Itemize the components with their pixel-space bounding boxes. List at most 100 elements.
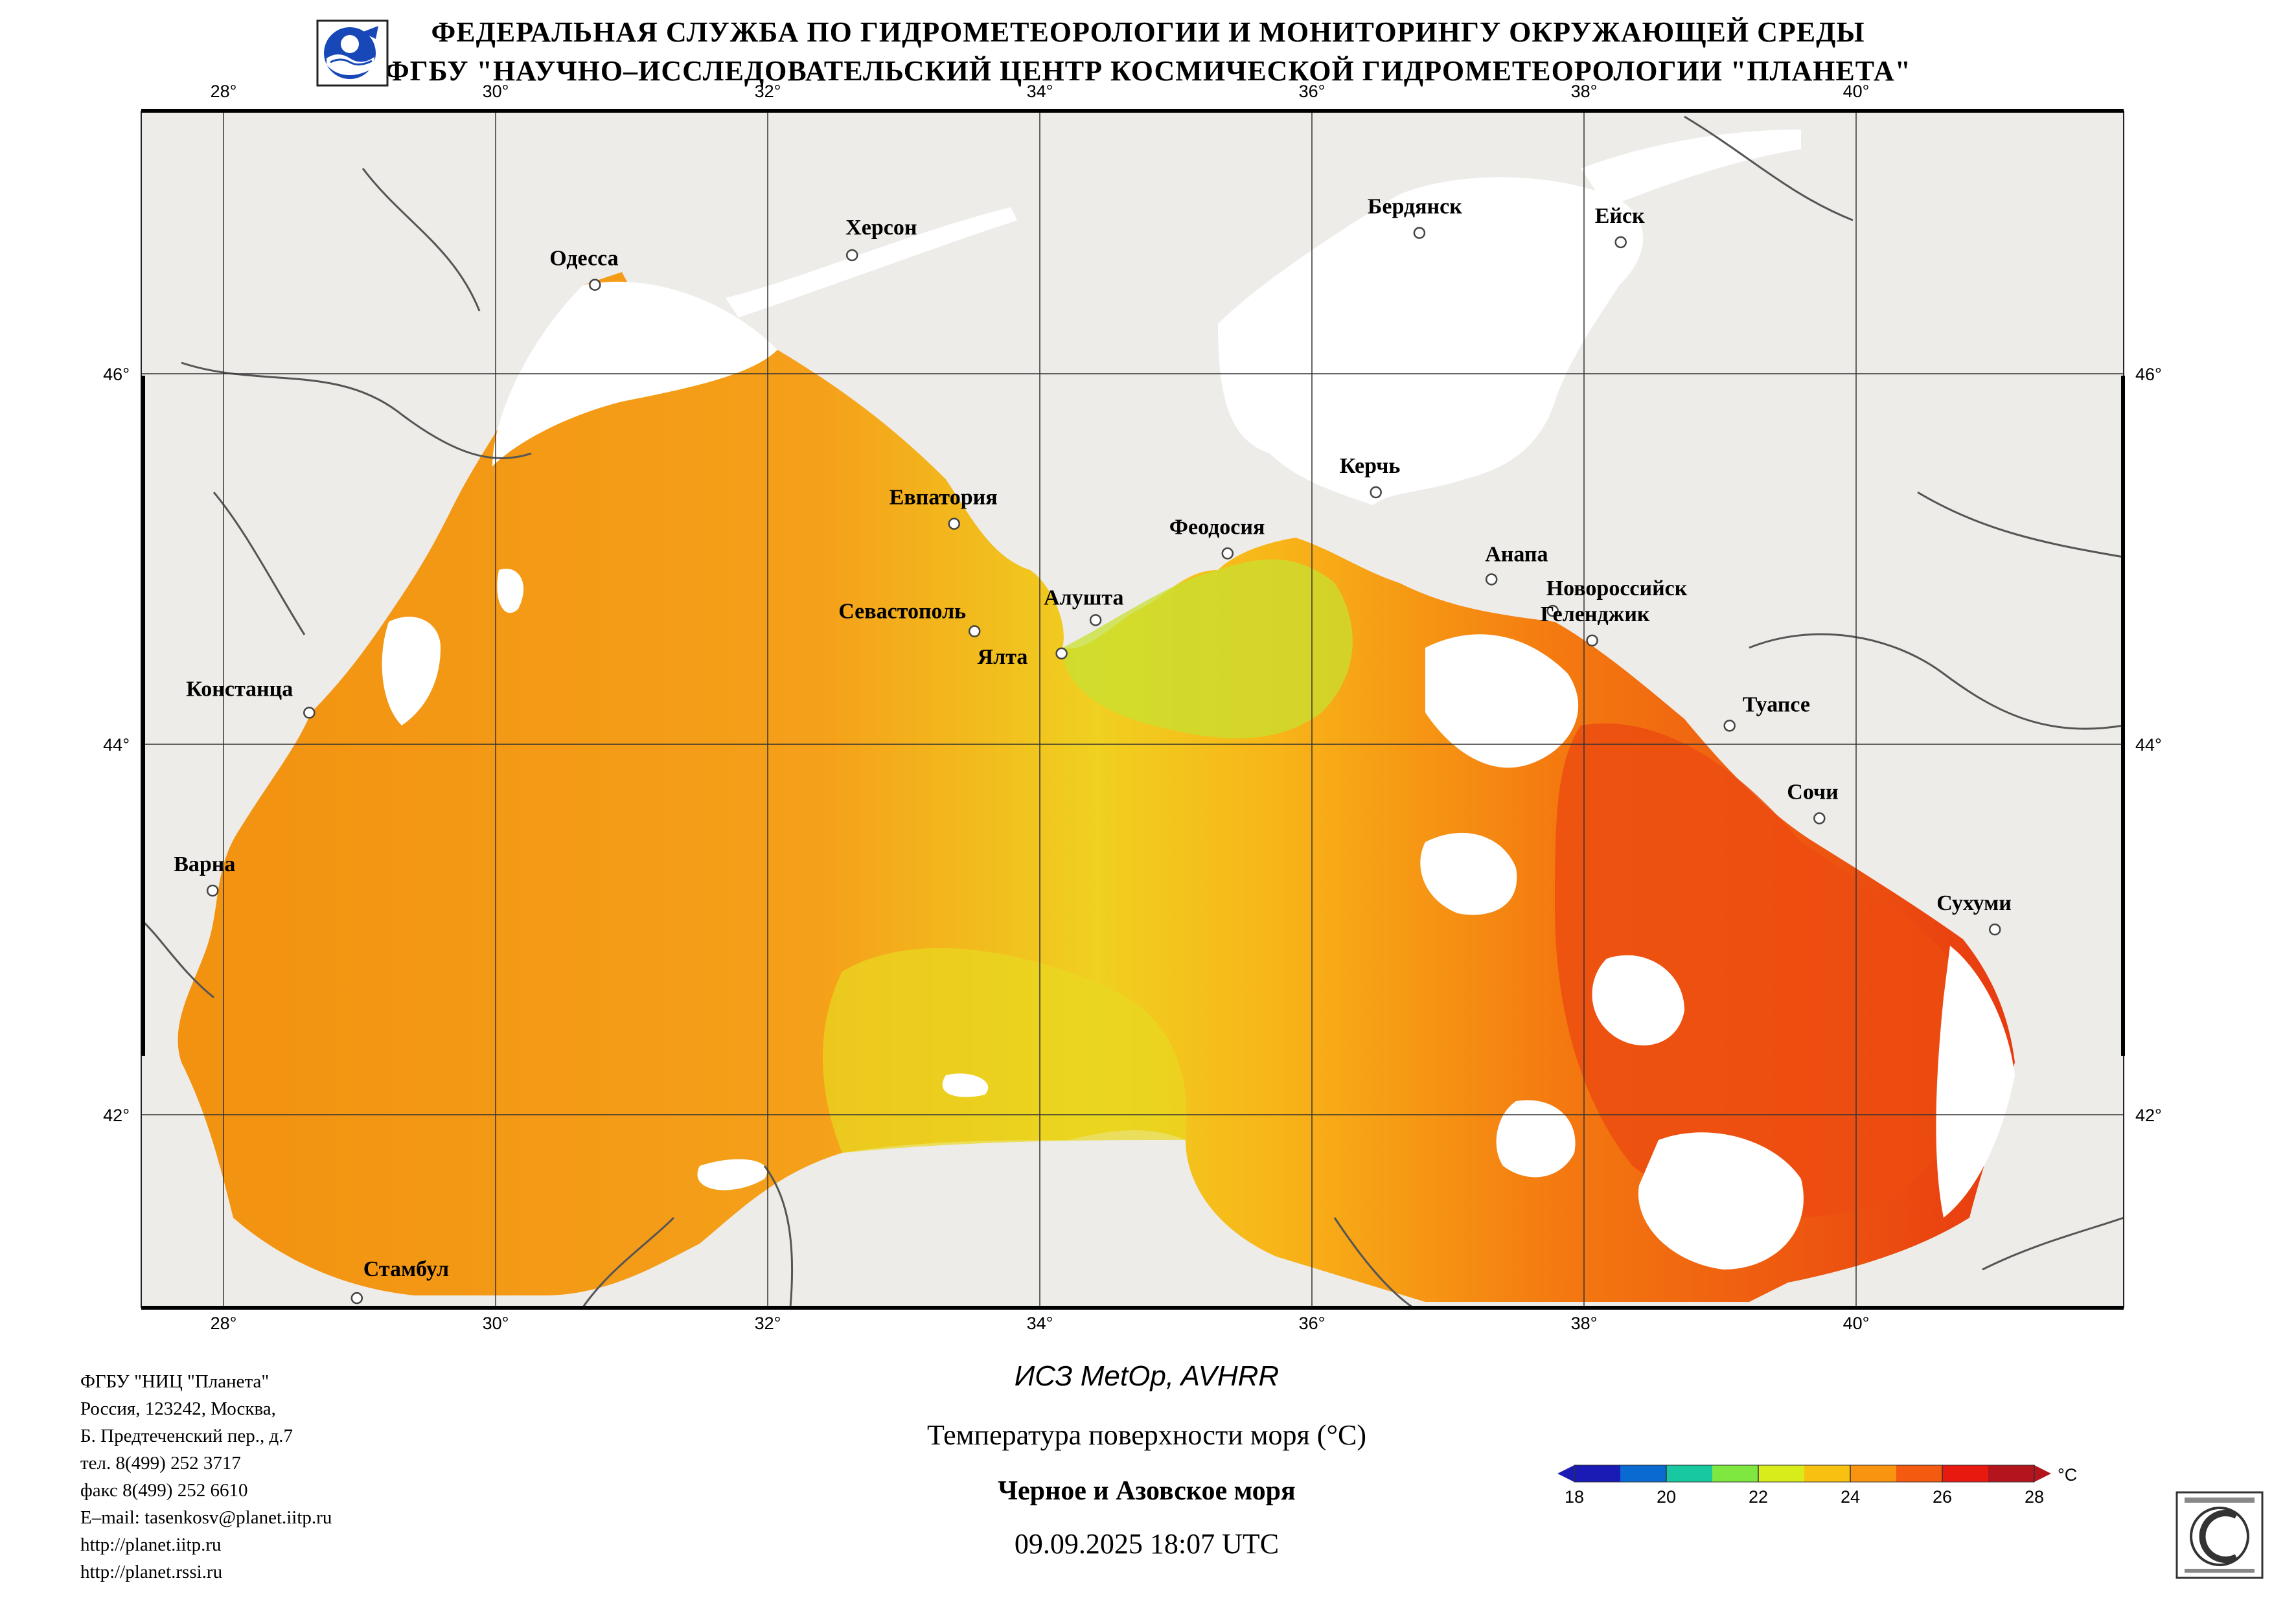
header-title-line1: ФЕДЕРАЛЬНАЯ СЛУЖБА ПО ГИДРОМЕТЕОРОЛОГИИ … xyxy=(431,16,1865,48)
contact-phone: тел. 8(499) 252 3717 xyxy=(80,1453,241,1474)
city-label: Феодосия xyxy=(1169,515,1265,539)
city-markers: Одесса Херсон Бердянск Ейск Евпатория Керчь Фе… xyxy=(174,195,2012,1305)
map-area xyxy=(141,111,2124,1307)
lon-tick-label: 32° xyxy=(755,82,781,101)
dnieper-estuary xyxy=(726,207,1017,317)
contact-email[interactable]: E–mail: tasenkosv@planet.iitp.ru xyxy=(80,1507,332,1528)
lon-tick-label: 32° xyxy=(755,1314,781,1333)
city-marker xyxy=(1546,604,1559,617)
lon-tick-label: 28° xyxy=(211,82,237,101)
city-label: Алушта xyxy=(1044,586,1123,610)
colorbar-segment xyxy=(1758,1465,1805,1482)
taganrog-bay xyxy=(1581,130,1801,207)
map-frame-right-bar xyxy=(2121,376,2125,1056)
city-label: Керчь xyxy=(1340,454,1401,478)
colorbar-max-arrow xyxy=(2034,1465,2051,1482)
colorbar-segment xyxy=(1988,1465,2035,1482)
colorbar-tick-label: 28 xyxy=(2025,1487,2044,1507)
city-label: Ейск xyxy=(1595,204,1645,228)
contact-fax: факс 8(499) 252 6610 xyxy=(80,1480,248,1501)
satellite-instrument: ИСЗ MetOp, AVHRR xyxy=(1014,1360,1280,1392)
borders xyxy=(141,115,2124,1307)
colorbar: 18 20 22 24 26 28 °C xyxy=(1557,1465,2077,1507)
city-label: Варна xyxy=(174,852,235,876)
city-label: Туапсе xyxy=(1743,692,1810,716)
lon-tick-label: 34° xyxy=(1027,1314,1053,1333)
lon-tick-label: 30° xyxy=(483,1314,509,1333)
colorbar-segment xyxy=(1896,1465,1943,1482)
lat-tick-label: 42° xyxy=(2135,1106,2162,1125)
city-label: Новороссийск xyxy=(1546,576,1688,600)
parameter-title: Температура поверхности моря (°C) xyxy=(926,1419,1367,1451)
colorbar-segment xyxy=(1942,1465,1989,1482)
map-frame-top xyxy=(141,109,2124,113)
city-label: Стамбул xyxy=(363,1257,449,1281)
sea-of-azov xyxy=(1218,177,1644,505)
city-label: Анапа xyxy=(1485,542,1548,566)
city-label: Бердянск xyxy=(1368,195,1462,219)
city-marker xyxy=(206,884,219,897)
city-label: Евпатория xyxy=(890,486,998,510)
contact-org: ФГБУ "НИЦ "Планета" xyxy=(80,1371,270,1392)
city-label: Сочи xyxy=(1787,780,1838,804)
city-label: Херсон xyxy=(845,216,917,240)
colorbar-segment xyxy=(1620,1465,1667,1482)
city-marker xyxy=(1813,812,1826,825)
colorbar-tick-label: 20 xyxy=(1657,1487,1676,1507)
colorbar-segment xyxy=(1666,1465,1713,1482)
city-marker xyxy=(948,518,960,530)
lon-tick-label: 30° xyxy=(483,82,509,101)
lon-tick-label: 36° xyxy=(1299,1314,1326,1333)
lon-tick-label: 40° xyxy=(1843,82,1870,101)
lon-tick-label: 38° xyxy=(1571,1314,1598,1333)
colorbar-tick-label: 18 xyxy=(1565,1487,1584,1507)
lat-tick-label: 46° xyxy=(103,365,130,384)
city-label: Одесса xyxy=(549,247,618,271)
city-marker xyxy=(303,707,316,719)
lat-tick-label: 46° xyxy=(2135,365,2162,384)
colorbar-segment xyxy=(1850,1465,1897,1482)
city-marker xyxy=(1055,647,1068,660)
city-marker xyxy=(1723,720,1736,732)
colorbar-tick-label: 26 xyxy=(1933,1487,1952,1507)
contact-website-2[interactable]: http://planet.rssi.ru xyxy=(80,1562,223,1582)
city-marker xyxy=(350,1292,363,1305)
contact-address-2: Б. Предтеченский пер., д.7 xyxy=(80,1426,293,1446)
tick-labels: 28° 28° 30° 30° 32° 32° 34° 34° 36° 36° 38° 38° 40° 4… xyxy=(103,82,2162,1333)
city-marker xyxy=(1089,614,1102,626)
footer-contacts: ФГБУ "НИЦ "Планета" Россия, 123242, Моск… xyxy=(80,1368,332,1586)
lon-tick-label: 36° xyxy=(1299,82,1326,101)
city-marker xyxy=(968,625,981,637)
observation-datetime: 09.09.2025 18:07 UTC xyxy=(1014,1528,1280,1560)
roshydromet-logo xyxy=(316,19,389,87)
black-sea xyxy=(178,272,2015,1302)
lon-tick-label: 40° xyxy=(1843,1314,1870,1333)
contact-website-1[interactable]: http://planet.iitp.ru xyxy=(80,1534,222,1555)
contact-address-1: Россия, 123242, Москва, xyxy=(80,1398,276,1419)
cool-zone-crimea xyxy=(1062,559,1353,738)
colorbar-tick-label: 22 xyxy=(1749,1487,1768,1507)
city-marker xyxy=(1614,236,1627,249)
map-frame-left-bar xyxy=(141,376,145,1056)
colorbar-min-arrow xyxy=(1557,1465,1574,1482)
city-label: Севастополь xyxy=(838,600,966,624)
region-title: Черное и Азовское моря xyxy=(998,1476,1296,1506)
city-marker xyxy=(1221,547,1234,560)
colorbar-segment xyxy=(1804,1465,1851,1482)
city-label: Констанца xyxy=(186,677,293,701)
city-label: Сухуми xyxy=(1936,891,2012,915)
colorbar-segment xyxy=(1574,1465,1621,1482)
lon-tick-label: 38° xyxy=(1571,82,1598,101)
cool-zone-south xyxy=(823,948,1187,1153)
city-marker xyxy=(1413,227,1426,239)
lon-tick-label: 34° xyxy=(1027,82,1053,101)
lat-tick-label: 44° xyxy=(2135,735,2162,755)
warm-zone-east xyxy=(1555,723,1983,1218)
city-label: Геленджик xyxy=(1541,602,1650,626)
city-label: Ялта xyxy=(978,645,1028,669)
city-marker xyxy=(1370,486,1382,499)
colorbar-tick-label: 24 xyxy=(1841,1487,1860,1507)
city-marker xyxy=(1586,634,1598,647)
city-marker xyxy=(845,249,858,262)
